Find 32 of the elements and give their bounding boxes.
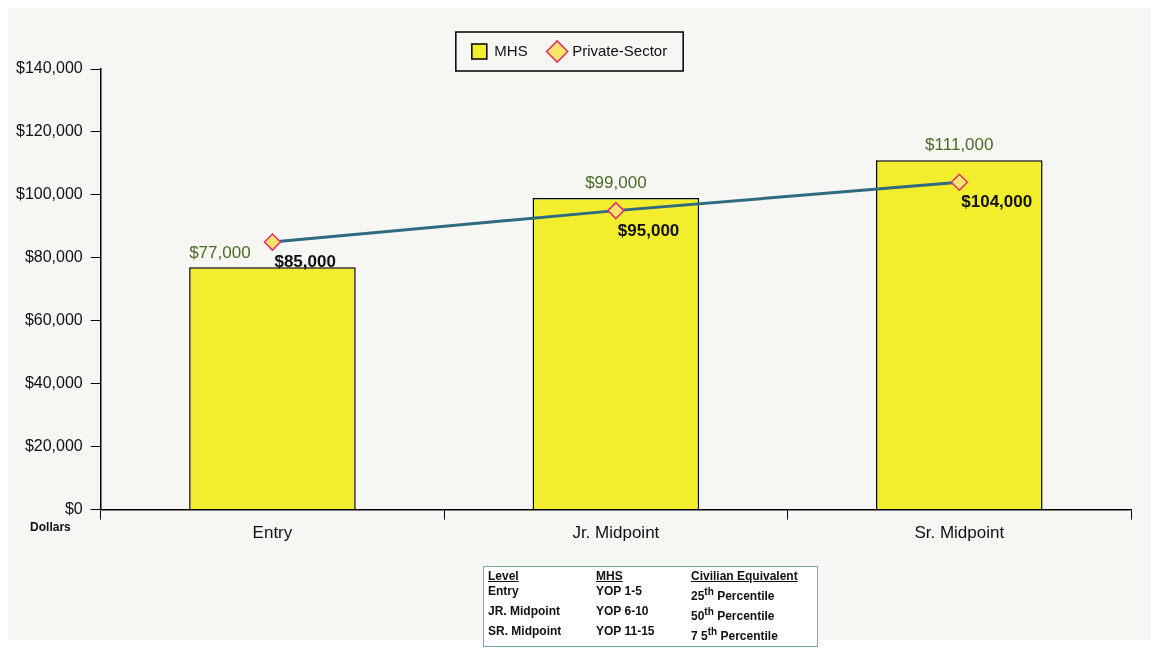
data-label: $111,000 [925,135,994,155]
x-tick-label: Entry [252,523,293,543]
x-tick-label: Jr. Midpoint [572,523,660,543]
text: Civilian Equivalent [690,569,799,584]
text: MHS [595,569,624,584]
legend-label: Private-Sector [572,41,668,59]
y-tick-label: $80,000 [24,248,83,266]
text: YOP 1-5 [595,584,643,600]
text: Level [488,569,520,584]
text: 50$^{th}$ Percentile [690,605,776,624]
legend-label: MHS [494,41,528,59]
y-tick-label: $120,000 [16,122,83,140]
text: JR. Midpoint [488,604,561,620]
text: SR. Midpoint [488,624,563,640]
data-label: $77,000 [189,243,251,263]
x-tick-label: Sr. Midpoint [914,523,1005,543]
data-label: $99,000 [585,173,647,193]
text: Entry [488,584,520,600]
y-tick-label: $60,000 [24,311,83,329]
y-tick-label: $0 [64,500,83,518]
y-tick-label: $100,000 [16,185,83,203]
text: 7 5$^{th}$ Percentile [690,625,779,644]
text: YOP 11-15 [595,624,656,640]
y-axis-title: Dollars [30,519,72,534]
y-tick-label: $20,000 [24,437,83,455]
data-label: $104,000 [961,192,1033,212]
data-label: $95,000 [617,220,680,240]
text: 25$^{th}$ Percentile [690,585,776,604]
y-tick-label: $40,000 [24,374,83,392]
text: YOP 6-10 [595,604,650,620]
data-label: $85,000 [274,252,336,272]
y-tick-label: $140,000 [16,59,83,77]
